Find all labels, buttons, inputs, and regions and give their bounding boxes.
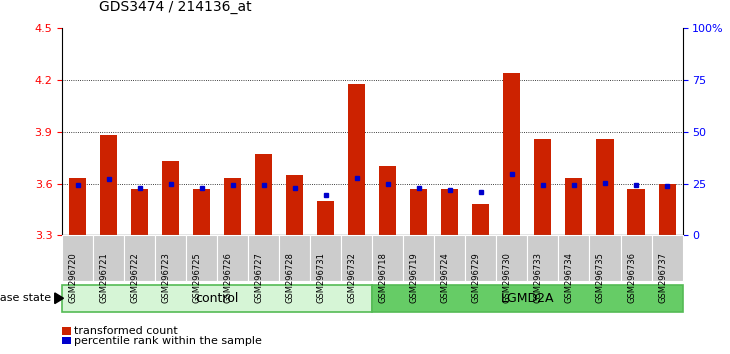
Text: GSM296719: GSM296719	[410, 252, 419, 303]
Text: GSM296736: GSM296736	[627, 252, 636, 303]
Bar	[100, 135, 117, 235]
Text: GSM296721: GSM296721	[99, 252, 109, 303]
Text: LGMD2A: LGMD2A	[501, 292, 554, 305]
Bar	[286, 175, 303, 235]
Bar	[628, 189, 645, 235]
Bar	[380, 166, 396, 235]
Text: GSM296737: GSM296737	[658, 252, 667, 303]
Text: GSM296718: GSM296718	[379, 252, 388, 303]
Text: control: control	[196, 292, 239, 305]
Bar	[442, 189, 458, 235]
Text: GSM296722: GSM296722	[131, 252, 139, 303]
Text: disease state: disease state	[0, 293, 51, 303]
Text: GSM296730: GSM296730	[503, 252, 512, 303]
Bar	[504, 73, 520, 235]
Text: percentile rank within the sample: percentile rank within the sample	[74, 336, 261, 346]
Bar	[348, 84, 365, 235]
Text: GSM296734: GSM296734	[565, 252, 574, 303]
Bar	[596, 139, 613, 235]
Text: GSM296732: GSM296732	[347, 252, 357, 303]
Text: GSM296723: GSM296723	[161, 252, 171, 303]
Text: GSM296731: GSM296731	[317, 252, 326, 303]
Text: GSM296725: GSM296725	[193, 252, 201, 303]
Bar	[566, 178, 583, 235]
Bar	[193, 189, 210, 235]
Bar	[472, 204, 489, 235]
Text: GSM296733: GSM296733	[534, 252, 543, 303]
Text: GSM296735: GSM296735	[596, 252, 605, 303]
Text: GSM296727: GSM296727	[255, 252, 264, 303]
Bar	[255, 154, 272, 235]
Bar	[162, 161, 179, 235]
Bar	[69, 178, 86, 235]
Text: GSM296729: GSM296729	[472, 252, 481, 303]
Bar	[318, 201, 334, 235]
Text: GSM296728: GSM296728	[285, 252, 295, 303]
Bar	[658, 184, 675, 235]
Bar	[534, 139, 551, 235]
Text: GSM296726: GSM296726	[223, 252, 233, 303]
Text: GDS3474 / 214136_at: GDS3474 / 214136_at	[99, 0, 251, 14]
Text: GSM296724: GSM296724	[441, 252, 450, 303]
Bar	[410, 189, 427, 235]
Bar	[131, 189, 148, 235]
Text: GSM296720: GSM296720	[69, 252, 77, 303]
Text: transformed count: transformed count	[74, 326, 177, 336]
Bar	[224, 178, 241, 235]
